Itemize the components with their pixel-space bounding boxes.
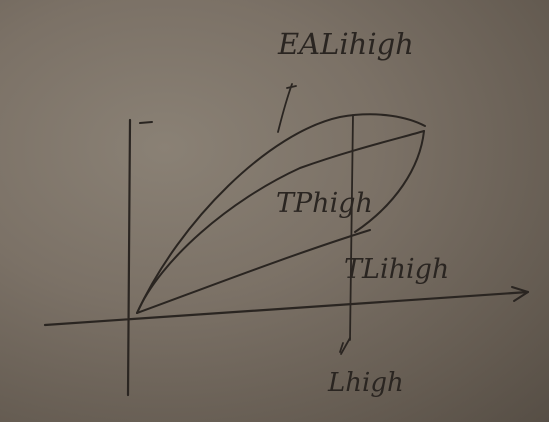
x-axis	[43, 290, 530, 327]
inner-upper-curve	[136, 130, 425, 314]
x-axis-arrow	[511, 286, 529, 302]
tp-label: TPhigh	[276, 188, 373, 219]
tl-line	[136, 229, 371, 314]
l-high-vertical-line	[349, 114, 354, 341]
l-label: Lhigh	[327, 368, 404, 398]
l-high-down-arrow	[339, 337, 351, 355]
tl-label: TLihigh	[344, 254, 449, 285]
y-axis-tick	[139, 121, 153, 124]
ea-curve	[136, 113, 426, 314]
ea-pointer-arrow	[277, 83, 297, 133]
ea-label: EALihigh	[277, 27, 414, 61]
y-axis	[126, 118, 132, 397]
lens-lower-curve	[354, 130, 425, 233]
